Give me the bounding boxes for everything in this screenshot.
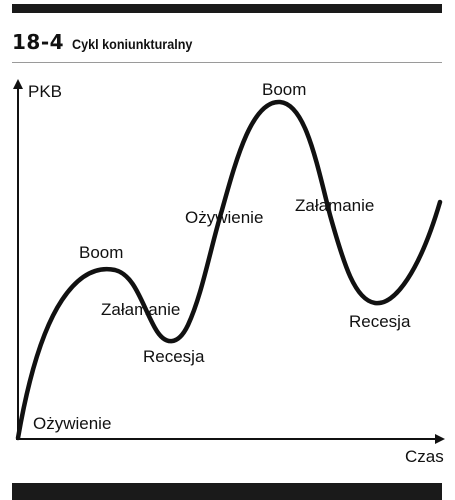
top-rule-bar xyxy=(12,4,442,13)
phase-label-zalamanie-2: Załamanie xyxy=(295,196,374,215)
figure-heading: 18-4 Cykl koniunkturalny xyxy=(12,30,206,54)
phase-label-ozywienie-2: Ożywienie xyxy=(185,208,263,227)
figure-number: 18-4 xyxy=(12,30,65,54)
title-divider xyxy=(12,62,442,63)
phase-label-boom-1: Boom xyxy=(79,243,123,262)
phase-label-zalamanie-1: Załamanie xyxy=(101,300,180,319)
phase-label-recesja-1: Recesja xyxy=(143,347,205,366)
y-axis-label: PKB xyxy=(28,82,62,101)
business-cycle-curve xyxy=(15,99,443,441)
phase-label-boom-2: Boom xyxy=(262,80,306,99)
bottom-rule-bar xyxy=(12,483,442,500)
figure-title: Cykl koniunkturalny xyxy=(72,36,193,52)
x-axis-label: Czas xyxy=(405,447,444,466)
phase-label-ozywienie-1: Ożywienie xyxy=(33,414,111,433)
phase-label-recesja-2: Recesja xyxy=(349,312,411,331)
